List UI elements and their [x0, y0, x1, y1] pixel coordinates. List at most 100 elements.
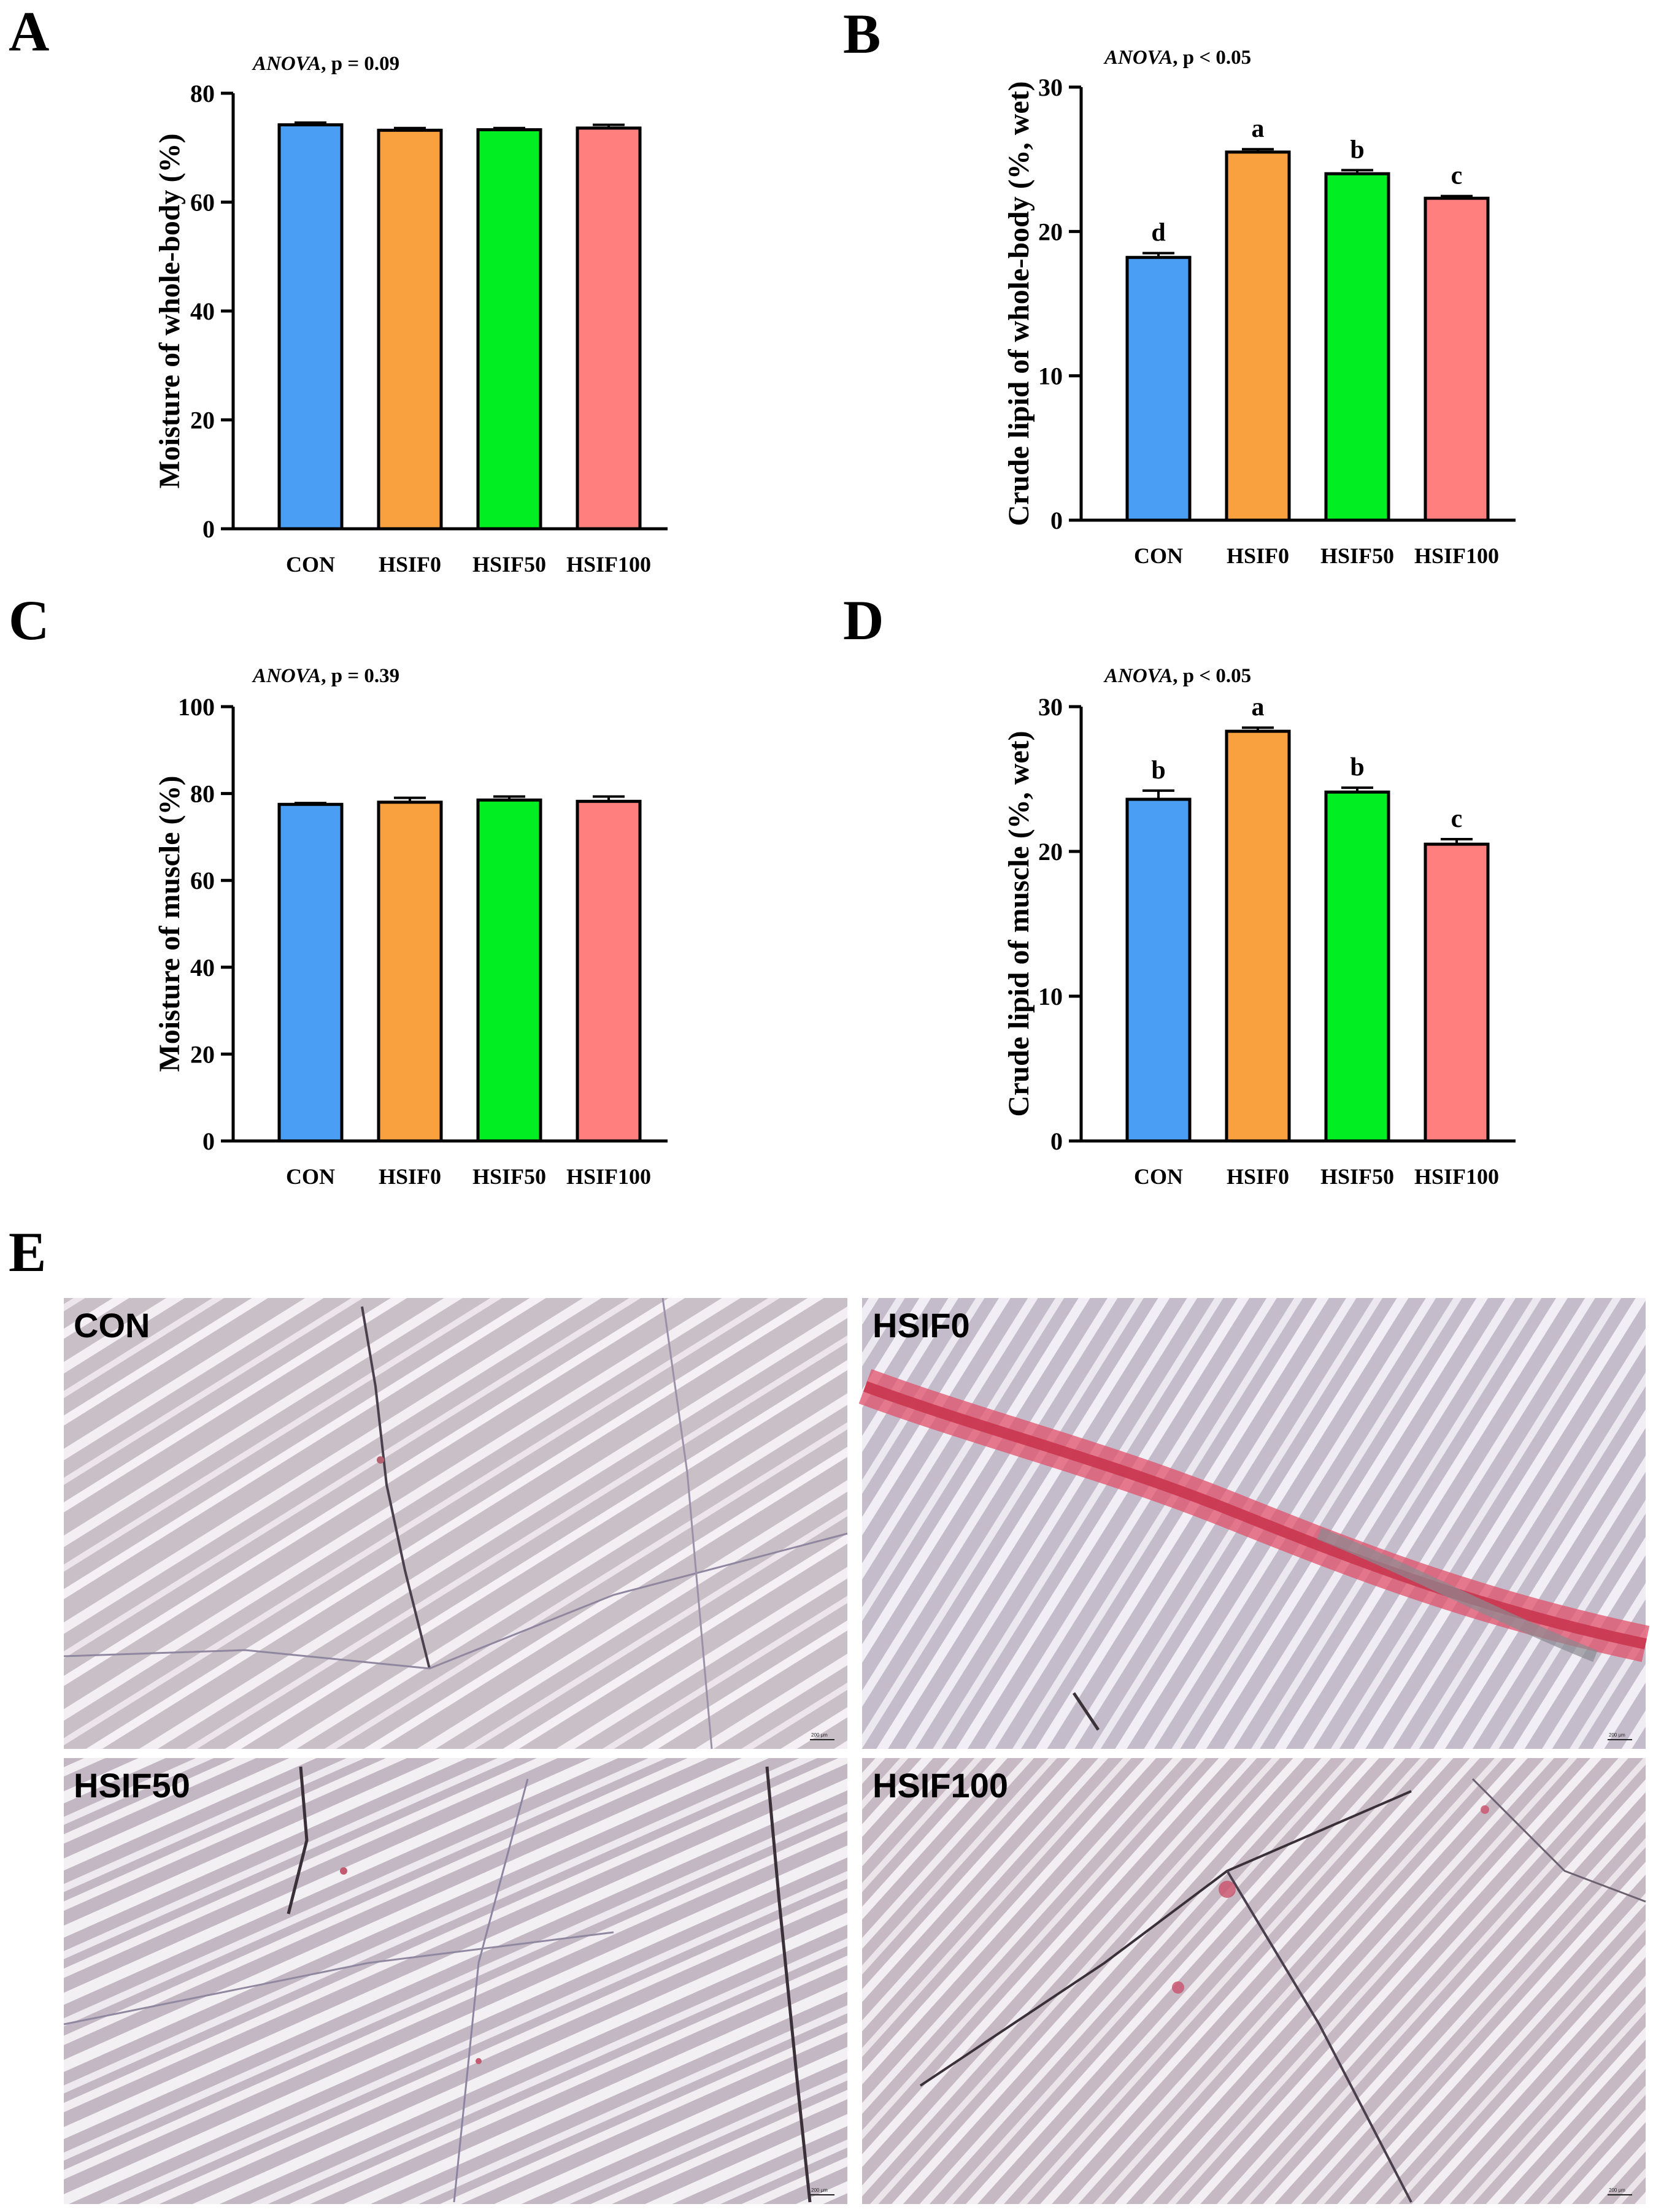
bar-d-con	[1125, 797, 1192, 1143]
micrograph-label-hsif50: HSIF50	[74, 1766, 190, 1805]
bar-a-hsif0	[377, 128, 443, 531]
y-axis-label-b: Crude lipid of whole-body (%, wet)	[1003, 81, 1035, 526]
panel-c: C ANOVA, p = 0.39 0 20 40 60 80 100 Moisture o…	[9, 589, 668, 1189]
bar-a-hsif50	[476, 128, 542, 531]
significance-label-b: d	[1151, 219, 1165, 247]
bar-chart-c: 0 20 40 60 80 100 Moisture of muscle (%) CON HSI…	[153, 693, 668, 1189]
septum-line	[661, 1297, 713, 1749]
bar-a-hsif100	[576, 126, 642, 531]
septum-line	[919, 1790, 1412, 2087]
micrograph-label-hsif0: HSIF0	[873, 1306, 970, 1345]
y-axis-label-a: Moisture of whole-body (%)	[153, 133, 186, 488]
x-tick-label-c: CON	[286, 1164, 335, 1189]
panel-e: E CON 200 μm HSIF0 200 μm	[9, 1221, 1650, 2204]
lipid-droplet	[377, 1456, 384, 1464]
panel-letter-c: C	[9, 589, 49, 651]
y-axis-label-d: Crude lipid of muscle (%, wet)	[1003, 731, 1035, 1116]
micrograph-hsif0: HSIF0 200 μm	[858, 1298, 1650, 1749]
y-tick-label-d: 10	[1038, 983, 1063, 1010]
septum-line	[287, 1766, 309, 1914]
x-tick-label-d: HSIF0	[1227, 1164, 1289, 1189]
scale-bar-label: 200 μm	[1609, 1732, 1625, 1738]
significance-label-d: a	[1252, 693, 1265, 721]
lipid-droplet	[1219, 1881, 1236, 1898]
panel-letter-e: E	[9, 1221, 46, 1283]
micrograph-hsif50: HSIF50 200 μm	[63, 1758, 847, 2204]
anova-stat-a: p = 0.09	[331, 53, 399, 75]
micrograph-label-con: CON	[74, 1306, 150, 1345]
septum-line	[765, 1766, 812, 2203]
anova-annotation-d: ANOVA, p < 0.05	[1103, 665, 1251, 687]
bar-b-hsif100	[1424, 196, 1490, 522]
anova-test-b: ANOVA	[1103, 47, 1173, 69]
x-tick-label-a: CON	[286, 552, 335, 577]
micrograph-hsif50-tissue	[64, 1758, 847, 2204]
anova-stat-d: p < 0.05	[1183, 665, 1251, 687]
x-tick-label-a: HSIF100	[566, 552, 651, 577]
micrograph-con: CON 200 μm	[63, 1297, 848, 1749]
lipid-droplet	[340, 1867, 347, 1875]
lipid-droplet	[476, 2058, 482, 2064]
x-tick-label-c: HSIF100	[566, 1164, 651, 1189]
y-tick-label-c: 60	[190, 867, 215, 894]
panel-letter-d: D	[843, 589, 884, 651]
bar-b-hsif50	[1324, 172, 1390, 522]
bar-c-hsif0	[377, 801, 443, 1143]
lipid-stain-core	[863, 1381, 1647, 1649]
micrograph-con-tissue	[64, 1298, 847, 1749]
septum-line	[63, 1532, 848, 1670]
y-tick-label-a: 0	[202, 515, 215, 543]
anova-test-d: ANOVA	[1103, 665, 1173, 687]
bar-d-hsif0	[1225, 729, 1291, 1143]
y-tick-label-a: 80	[190, 80, 215, 107]
septum-line	[453, 1778, 529, 2203]
y-tick-label-d: 20	[1038, 838, 1063, 866]
panel-letter-a: A	[9, 0, 49, 63]
significance-label-b: b	[1350, 136, 1364, 164]
x-tick-label-c: HSIF0	[379, 1164, 441, 1189]
panel-letter-b: B	[843, 2, 880, 65]
bar-c-hsif100	[576, 799, 642, 1143]
y-tick-label-b: 20	[1038, 218, 1063, 245]
anova-stat-b: p < 0.05	[1183, 47, 1251, 69]
significance-label-d: c	[1451, 805, 1463, 833]
septum-line	[361, 1306, 431, 1669]
x-tick-label-b: HSIF0	[1227, 543, 1289, 568]
x-tick-label-b: HSIF50	[1320, 543, 1394, 568]
bar-d-hsif100	[1424, 842, 1490, 1143]
y-tick-label-a: 20	[190, 407, 215, 434]
y-tick-label-c: 100	[178, 693, 215, 721]
micrograph-hsif100: HSIF100 200 μm	[862, 1758, 1646, 2204]
y-tick-label-a: 40	[190, 298, 215, 325]
micrograph-hsif100-tissue	[862, 1758, 1646, 2204]
y-tick-label-b: 10	[1038, 363, 1063, 390]
lipid-droplet	[1481, 1805, 1489, 1814]
anova-annotation-a: ANOVA, p = 0.09	[252, 53, 399, 75]
y-tick-label-d: 30	[1038, 693, 1063, 721]
scale-bar-label: 200 μm	[811, 2187, 828, 2193]
x-tick-label-a: HSIF50	[472, 552, 546, 577]
y-axis-label-c: Moisture of muscle (%)	[153, 776, 186, 1072]
y-tick-label-c: 40	[190, 954, 215, 981]
anova-stat-c: p = 0.39	[331, 665, 399, 687]
bar-c-hsif50	[476, 798, 542, 1143]
significance-label-b: a	[1252, 115, 1265, 143]
bar-b-hsif0	[1225, 150, 1291, 522]
scale-bar-label: 200 μm	[1609, 2187, 1625, 2193]
micrograph-label-hsif100: HSIF100	[873, 1766, 1008, 1805]
anova-annotation-c: ANOVA, p = 0.39	[252, 665, 399, 687]
significance-label-d: b	[1350, 753, 1364, 781]
significance-label-b: c	[1451, 162, 1463, 190]
y-tick-label-a: 60	[190, 189, 215, 217]
lipid-droplet	[1172, 1981, 1184, 1994]
septum-line	[1072, 1692, 1100, 1731]
septum-line	[1471, 1778, 1646, 1903]
anova-annotation-b: ANOVA, p < 0.05	[1103, 47, 1251, 69]
septum-line	[1226, 1870, 1412, 2203]
